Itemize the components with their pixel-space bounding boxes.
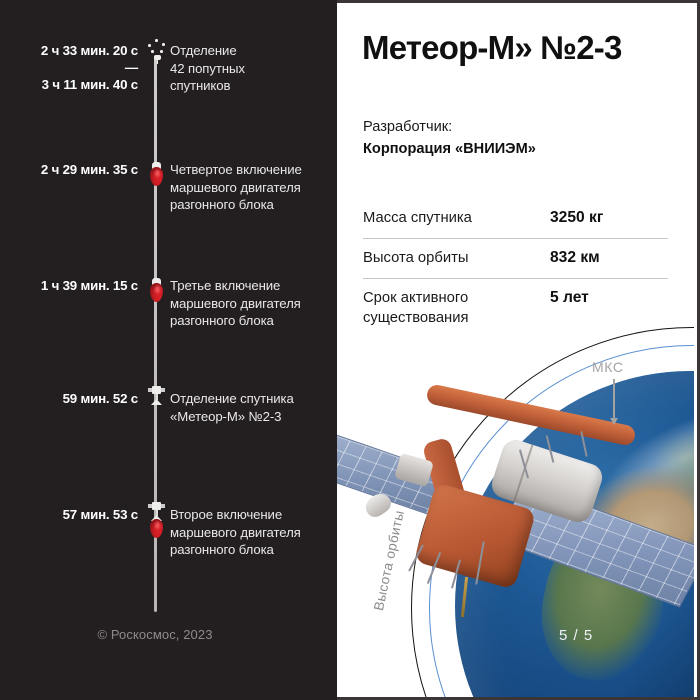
- timeline-panel: 2 ч 33 мин. 20 с — 3 ч 11 мин. 40 с Отде…: [0, 0, 337, 700]
- event-time: 59 мин. 52 с: [0, 390, 139, 407]
- iss-label: МКС: [592, 359, 624, 375]
- event-time: 2 ч 29 мин. 35 с: [0, 161, 138, 178]
- event-time-primary: 59 мин. 52 с: [62, 391, 139, 406]
- event-description: Второе включение маршевого двигателя раз…: [170, 507, 301, 557]
- page-indicator: 5 / 5: [559, 627, 593, 644]
- page-title: Метеор-М» №2-3: [362, 29, 622, 66]
- event-description: Третье включение маршевого двигателя раз…: [170, 278, 301, 328]
- spec-value: 832 км: [550, 249, 600, 266]
- info-card: Метеор-М» №2-3 Разработчик: Корпорация «…: [337, 0, 700, 700]
- iss-leader-line: [610, 379, 617, 425]
- event-description: Четвертое включение маршевого двигателя …: [170, 162, 302, 212]
- spec-key: Высота орбиты: [363, 250, 469, 266]
- table-row: Срок активного существования 5 лет: [363, 279, 668, 338]
- event-time-dash: —: [124, 60, 138, 75]
- copyright-notice: © Роскосмос, 2023: [97, 627, 213, 642]
- satellite-boom: [425, 383, 637, 447]
- event-description: Отделение спутника «Метеор-М» №2-3: [170, 391, 294, 424]
- spec-key: Срок активного существования: [363, 290, 469, 326]
- event-time-primary: 1 ч 39 мин. 15 с: [40, 278, 138, 293]
- satellite-separation-icon: [142, 382, 170, 412]
- timeline-axis: [154, 56, 157, 612]
- satellite-illustration: МКС Высота орбиты 5 / 5: [337, 303, 694, 697]
- event-time: 57 мин. 53 с: [0, 506, 139, 523]
- specifications-table: Масса спутника 3250 кг Высота орбиты 832…: [363, 199, 668, 338]
- spec-value: 3250 кг: [550, 209, 604, 226]
- engine-burn-flame-icon: [142, 274, 170, 304]
- developer-name: Корпорация «ВНИИЭМ»: [363, 141, 536, 157]
- event-time-primary: 57 мин. 53 с: [62, 507, 139, 522]
- dispersing-satellites-icon: [142, 38, 170, 68]
- gravity-boom: [460, 576, 468, 618]
- event-description: Отделение 42 попутных спутников: [170, 43, 245, 93]
- satellite-engine-burn-icon: [142, 498, 170, 538]
- table-row: Масса спутника 3250 кг: [363, 199, 668, 239]
- event-time: 2 ч 33 мин. 20 с — 3 ч 11 мин. 40 с: [0, 42, 138, 93]
- page-indicator-text: 5 / 5: [559, 627, 594, 644]
- event-time-primary: 2 ч 29 мин. 35 с: [40, 162, 138, 177]
- table-row: Высота орбиты 832 км: [363, 239, 668, 279]
- event-time: 1 ч 39 мин. 15 с: [0, 277, 138, 294]
- event-time-secondary: 3 ч 11 мин. 40 с: [41, 77, 139, 92]
- engine-burn-flame-icon: [142, 158, 170, 188]
- event-time-primary: 2 ч 33 мин. 20 с: [40, 43, 138, 58]
- spec-value: 5 лет: [550, 289, 589, 306]
- spec-key: Масса спутника: [363, 210, 472, 226]
- developer-label: Разработчик:: [363, 119, 453, 135]
